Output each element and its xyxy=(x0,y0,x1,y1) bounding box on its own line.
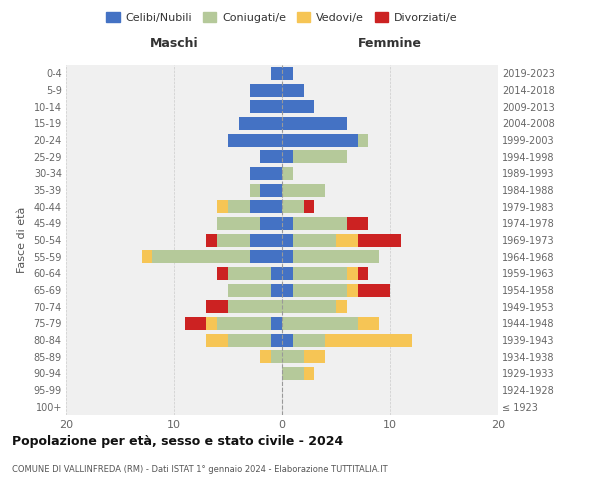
Bar xyxy=(271,317,282,330)
Bar xyxy=(271,67,282,80)
Bar xyxy=(206,234,217,246)
Bar xyxy=(304,367,314,380)
Bar xyxy=(250,84,282,96)
Bar xyxy=(293,284,347,296)
Bar xyxy=(206,334,228,346)
Bar xyxy=(293,250,379,263)
Bar xyxy=(282,84,304,96)
Bar xyxy=(282,200,304,213)
Bar xyxy=(282,367,304,380)
Bar xyxy=(206,300,228,313)
Bar xyxy=(358,317,379,330)
Bar xyxy=(282,134,358,146)
Bar xyxy=(304,350,325,363)
Bar xyxy=(250,234,282,246)
Bar xyxy=(358,134,368,146)
Bar xyxy=(293,217,347,230)
Bar xyxy=(282,350,304,363)
Bar xyxy=(271,284,282,296)
Bar xyxy=(228,334,271,346)
Bar xyxy=(260,184,282,196)
Bar xyxy=(282,267,293,280)
Bar xyxy=(250,100,282,113)
Bar xyxy=(347,267,358,280)
Bar xyxy=(282,117,347,130)
Bar xyxy=(282,167,293,180)
Bar xyxy=(152,250,250,263)
Bar xyxy=(293,267,347,280)
Bar xyxy=(282,284,293,296)
Bar xyxy=(282,234,293,246)
Bar xyxy=(293,234,336,246)
Bar xyxy=(228,134,282,146)
Text: COMUNE DI VALLINFREDA (RM) - Dati ISTAT 1° gennaio 2024 - Elaborazione TUTTITALI: COMUNE DI VALLINFREDA (RM) - Dati ISTAT … xyxy=(12,465,388,474)
Bar xyxy=(142,250,152,263)
Bar xyxy=(347,284,358,296)
Bar xyxy=(260,150,282,163)
Bar xyxy=(325,334,412,346)
Text: Femmine: Femmine xyxy=(358,37,422,50)
Bar xyxy=(271,350,282,363)
Bar xyxy=(228,267,271,280)
Bar xyxy=(271,267,282,280)
Bar xyxy=(228,300,282,313)
Bar xyxy=(217,217,260,230)
Bar xyxy=(347,217,368,230)
Bar xyxy=(358,267,368,280)
Bar xyxy=(250,167,282,180)
Bar xyxy=(260,350,271,363)
Bar xyxy=(271,334,282,346)
Bar xyxy=(217,200,228,213)
Bar xyxy=(250,250,282,263)
Y-axis label: Fasce di età: Fasce di età xyxy=(17,207,26,273)
Bar xyxy=(358,284,390,296)
Bar xyxy=(336,300,347,313)
Bar xyxy=(358,234,401,246)
Bar xyxy=(282,100,314,113)
Bar xyxy=(293,150,347,163)
Bar xyxy=(250,200,282,213)
Bar xyxy=(293,334,325,346)
Bar xyxy=(282,217,293,230)
Bar xyxy=(228,284,271,296)
Bar xyxy=(282,184,325,196)
Bar xyxy=(260,217,282,230)
Text: Maschi: Maschi xyxy=(149,37,199,50)
Bar xyxy=(228,200,250,213)
Bar xyxy=(282,150,293,163)
Bar xyxy=(239,117,282,130)
Bar xyxy=(282,317,358,330)
Bar xyxy=(185,317,206,330)
Bar xyxy=(206,317,217,330)
Bar xyxy=(282,300,336,313)
Bar xyxy=(217,267,228,280)
Bar xyxy=(282,334,293,346)
Text: Popolazione per età, sesso e stato civile - 2024: Popolazione per età, sesso e stato civil… xyxy=(12,435,343,448)
Bar xyxy=(250,184,260,196)
Bar xyxy=(336,234,358,246)
Bar xyxy=(217,317,271,330)
Bar xyxy=(282,250,293,263)
Bar xyxy=(304,200,314,213)
Bar xyxy=(217,234,250,246)
Bar xyxy=(282,67,293,80)
Legend: Celibi/Nubili, Coniugati/e, Vedovi/e, Divorziati/e: Celibi/Nubili, Coniugati/e, Vedovi/e, Di… xyxy=(102,8,462,27)
